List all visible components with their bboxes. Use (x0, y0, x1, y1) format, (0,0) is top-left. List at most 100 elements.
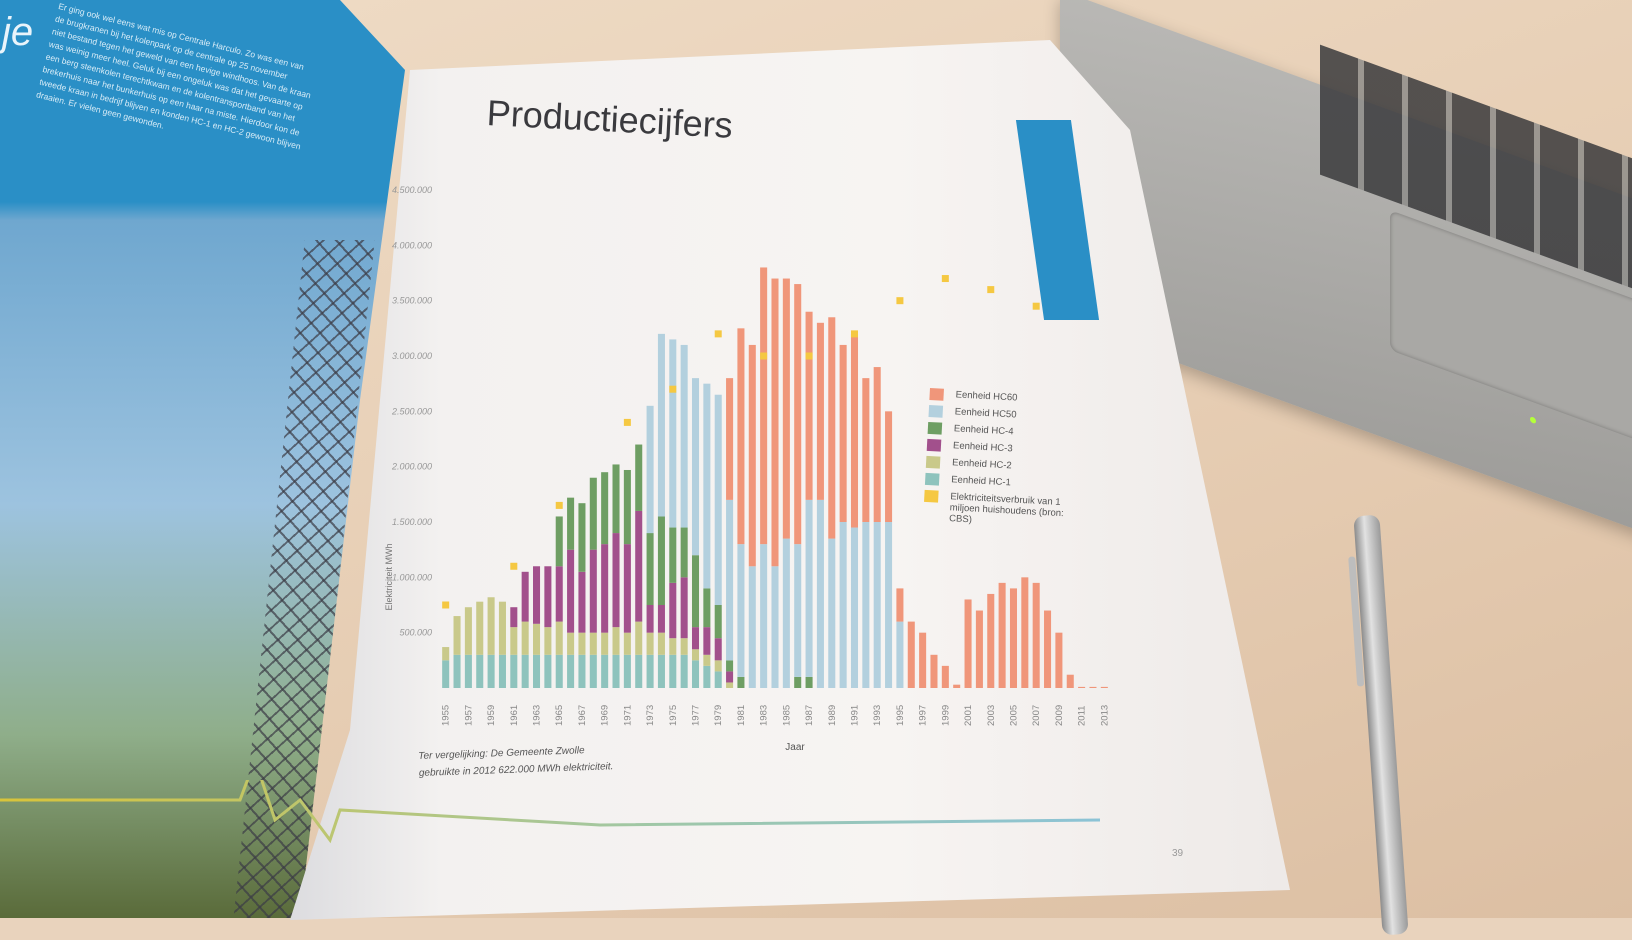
bar-segment-eenheid-hc-1 (703, 665, 711, 688)
legend-item: Eenheid HC-2 (925, 455, 1072, 476)
bar-segment-eenheid-hc-3 (510, 607, 518, 628)
bar-segment-eenheid-hc60 (782, 278, 790, 539)
legend-item: Elektriciteitsverbruik van 1 miljoen hui… (923, 489, 1071, 531)
bar-segment-eenheid-hc-1 (589, 654, 597, 688)
bar-segment-eenheid-hc60 (1078, 686, 1086, 688)
bar-segment-eenheid-hc50 (896, 621, 904, 688)
x-tick-label: 1981 (736, 705, 747, 726)
bar-segment-eenheid-hc-3 (691, 627, 700, 650)
bar-segment-eenheid-hc-2 (601, 632, 609, 655)
bar-segment-eenheid-hc-3 (669, 582, 677, 639)
x-tick-label: 1969 (600, 705, 611, 726)
household-consumption-marker (850, 330, 858, 338)
bar-segment-eenheid-hc-3 (567, 549, 575, 633)
legend-item: Eenheid HC-3 (926, 438, 1073, 459)
bar-segment-eenheid-hc-1 (544, 654, 552, 688)
x-tick-label: 1955 (441, 705, 452, 726)
bar-segment-eenheid-hc-1 (442, 660, 450, 688)
bar-segment-eenheid-hc-4 (567, 497, 575, 550)
bar-segment-eenheid-hc-4 (680, 527, 688, 578)
legend-label: Eenheid HC-4 (953, 423, 1014, 438)
bar-segment-eenheid-hc-1 (612, 654, 620, 688)
bar-segment-eenheid-hc-1 (476, 654, 484, 688)
bar-segment-eenheid-hc50 (885, 522, 893, 688)
left-page-paragraph: Er ging ook wel eens wat mis op Centrale… (35, 0, 390, 183)
bar-segment-eenheid-hc60 (737, 328, 745, 545)
household-consumption-marker (442, 601, 450, 609)
legend-swatch (928, 404, 944, 418)
y-tick-label: 2.500.000 (391, 406, 432, 416)
bar-segment-eenheid-hc60 (1021, 577, 1029, 688)
legend-item: Eenheid HC-1 (924, 472, 1071, 493)
legend-label: Eenheid HC50 (954, 406, 1017, 421)
bar-segment-eenheid-hc-3 (521, 571, 529, 622)
y-tick-label: 1.500.000 (392, 517, 432, 527)
bar-segment-eenheid-hc-2 (555, 621, 563, 655)
bar-segment-eenheid-hc-4 (714, 605, 722, 639)
household-consumption-marker (1032, 302, 1040, 310)
household-consumption-marker (623, 418, 631, 426)
bar-segment-eenheid-hc60 (987, 593, 995, 688)
x-tick-label: 1991 (849, 705, 860, 726)
bar-segment-eenheid-hc60 (771, 278, 779, 567)
bar-segment-eenheid-hc-4 (601, 472, 609, 545)
bar-segment-eenheid-hc-2 (680, 638, 688, 655)
bar-segment-eenheid-hc50 (669, 339, 677, 528)
legend-swatch (926, 438, 942, 452)
decorative-wave (0, 780, 1101, 844)
bar-segment-eenheid-hc-2 (703, 654, 711, 666)
bar-segment-eenheid-hc-1 (635, 654, 643, 688)
bar-segment-eenheid-hc-1 (533, 654, 541, 688)
bar-segment-eenheid-hc-4 (589, 477, 597, 550)
x-tick-label: 1997 (918, 705, 929, 726)
x-tick-label: 1987 (804, 705, 815, 726)
bar-segment-eenheid-hc60 (964, 599, 972, 688)
comparison-note: Ter vergelijking: De Gemeente Zwolle geb… (418, 741, 614, 782)
bar-segment-eenheid-hc-3 (726, 671, 734, 683)
bar-segment-eenheid-hc-2 (442, 647, 450, 661)
y-axis-label: Elektriciteit MWh (384, 544, 394, 611)
x-tick-label: 2001 (963, 705, 974, 726)
bar-segment-eenheid-hc-3 (578, 571, 586, 633)
bar-segment-eenheid-hc-2 (635, 621, 643, 655)
bar-segment-eenheid-hc-2 (646, 632, 654, 655)
bar-segment-eenheid-hc-4 (703, 588, 711, 628)
bar-segment-eenheid-hc50 (816, 499, 824, 688)
bar-segment-eenheid-hc-1 (691, 660, 700, 688)
bar-segment-eenheid-hc-4 (612, 464, 620, 534)
bar-segment-eenheid-hc60 (726, 378, 734, 500)
bar-segment-eenheid-hc50 (771, 566, 779, 688)
production-chart: 500.000 1.000.000 1.500.000 2.000.000 2.500.… (384, 185, 1110, 753)
bar-segment-eenheid-hc60 (896, 588, 904, 622)
bar-segment-eenheid-hc60 (748, 344, 756, 567)
bar-segment-eenheid-hc60 (998, 582, 1006, 688)
legend-label: Eenheid HC-1 (950, 474, 1012, 489)
bar-segment-eenheid-hc60 (805, 311, 813, 500)
legend-swatch (929, 388, 944, 401)
bar-segment-eenheid-hc-1 (498, 654, 506, 688)
household-consumption-marker (760, 352, 768, 360)
legend-swatch (924, 472, 940, 486)
bar-segment-eenheid-hc60 (885, 411, 893, 522)
bar-segment-eenheid-hc-2 (578, 632, 586, 655)
x-tick-label: 2009 (1054, 705, 1065, 726)
bar-segment-eenheid-hc-4 (669, 527, 677, 583)
bar-segment-eenheid-hc-2 (669, 638, 677, 655)
bar-segment-eenheid-hc-3 (544, 566, 552, 628)
x-tick-label: 1999 (940, 705, 951, 726)
left-page-heading: je (2, 10, 34, 54)
bar-segment-eenheid-hc60 (760, 267, 768, 545)
bar-segment-eenheid-hc60 (839, 344, 847, 522)
bar-segment-eenheid-hc50 (862, 522, 870, 688)
right-page (290, 40, 1290, 920)
bar-segment-eenheid-hc50 (691, 378, 700, 556)
legend-item: Eenheid HC50 (928, 404, 1074, 425)
x-tick-label: 1977 (691, 705, 702, 726)
bar-segment-eenheid-hc50 (657, 333, 665, 517)
bar-segment-eenheid-hc-2 (714, 660, 722, 672)
bar-segment-eenheid-hc60 (1100, 686, 1108, 688)
bar-segment-eenheid-hc-2 (521, 621, 529, 655)
y-tick-label: 500.000 (399, 628, 432, 638)
bar-segment-eenheid-hc-3 (646, 605, 654, 633)
bar-segment-eenheid-hc-3 (635, 510, 643, 622)
